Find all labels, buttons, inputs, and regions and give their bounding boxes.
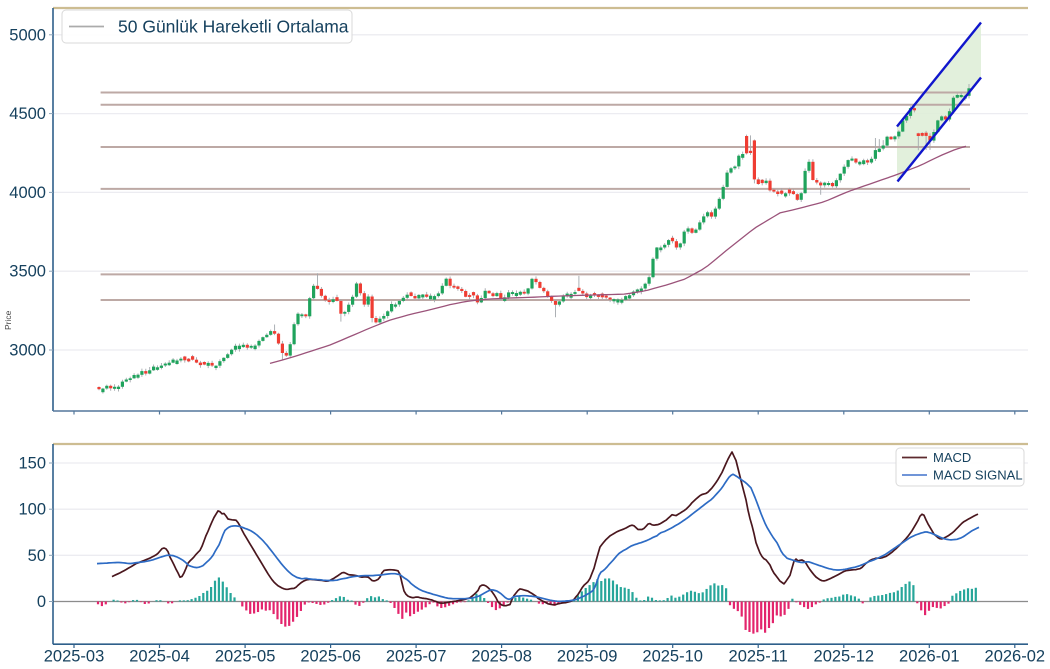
svg-text:2025-08: 2025-08 xyxy=(471,648,532,666)
svg-text:3000: 3000 xyxy=(9,342,46,360)
svg-text:MACD: MACD xyxy=(933,450,971,465)
svg-text:2025-05: 2025-05 xyxy=(215,648,276,666)
svg-text:2025-11: 2025-11 xyxy=(729,648,788,666)
svg-text:3500: 3500 xyxy=(9,263,46,281)
svg-text:100: 100 xyxy=(18,501,46,519)
svg-text:MACD SIGNAL: MACD SIGNAL xyxy=(933,468,1023,483)
svg-text:Price: Price xyxy=(3,310,13,330)
svg-text:2025-10: 2025-10 xyxy=(642,648,703,666)
svg-text:2025-04: 2025-04 xyxy=(129,648,190,666)
svg-text:50: 50 xyxy=(28,547,46,565)
svg-text:50 Günlük Hareketli Ortalama: 50 Günlük Hareketli Ortalama xyxy=(118,17,349,37)
svg-text:5000: 5000 xyxy=(9,26,46,44)
svg-text:4000: 4000 xyxy=(9,184,46,202)
svg-text:2025-03: 2025-03 xyxy=(44,648,105,666)
svg-text:2026-02: 2026-02 xyxy=(985,648,1046,666)
svg-text:2025-07: 2025-07 xyxy=(386,648,447,666)
svg-text:2025-12: 2025-12 xyxy=(814,648,875,666)
svg-text:0: 0 xyxy=(37,593,46,611)
svg-text:150: 150 xyxy=(18,455,46,473)
svg-text:2025-09: 2025-09 xyxy=(557,648,618,666)
svg-text:2025-06: 2025-06 xyxy=(300,648,361,666)
svg-text:4500: 4500 xyxy=(9,105,46,123)
svg-text:2026-01: 2026-01 xyxy=(899,648,960,666)
